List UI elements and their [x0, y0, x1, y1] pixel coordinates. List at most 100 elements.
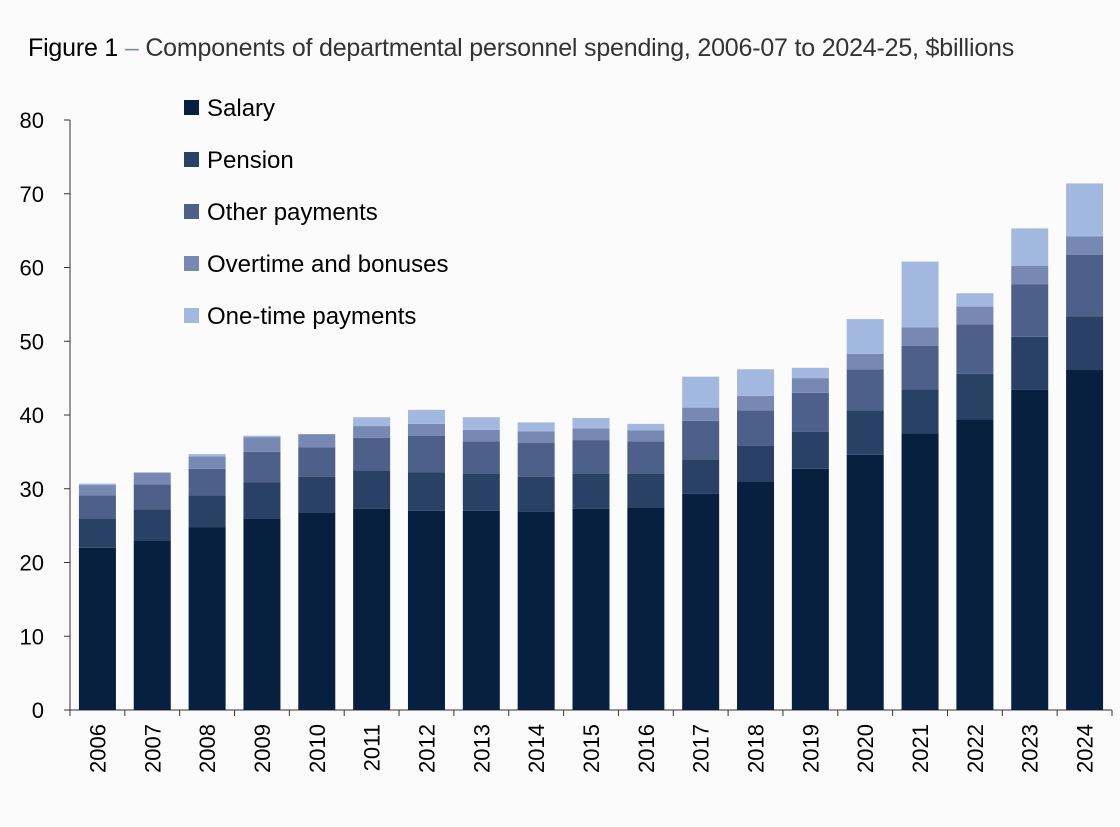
bar-segment-pension	[1011, 336, 1049, 390]
bar-segment-pension	[78, 518, 116, 548]
bar-segment-other-payments	[517, 443, 555, 477]
bar-segment-salary	[517, 511, 555, 710]
bar-segment-overtime-and-bonuses	[956, 306, 994, 325]
bar-segment-overtime-and-bonuses	[791, 378, 829, 393]
bar-stack-2006	[78, 483, 116, 710]
x-tick-label: 2015	[579, 724, 604, 773]
x-tick-label: 2020	[853, 724, 878, 773]
bar-segment-overtime-and-bonuses	[353, 426, 391, 438]
bar-segment-salary	[462, 510, 500, 710]
bar-segment-one-time-payments	[682, 376, 720, 408]
bar-stack-2017	[682, 376, 720, 710]
bar-segment-one-time-payments	[791, 367, 829, 379]
y-axis: 0 10 20 30 40 50 60 70 80	[20, 108, 71, 723]
bar-stack-2015	[572, 417, 610, 710]
y-tick-label: 70	[20, 182, 44, 207]
bar-segment-overtime-and-bonuses	[572, 428, 610, 441]
bar-segment-other-payments	[572, 440, 610, 474]
bar-segment-one-time-payments	[78, 483, 116, 486]
bar-segment-overtime-and-bonuses	[78, 485, 116, 496]
legend-label: One-time payments	[207, 303, 416, 330]
x-tick-label: 2012	[414, 724, 439, 773]
bar-segment-other-payments	[737, 410, 775, 446]
bar-stack-2018	[737, 369, 775, 710]
bar-segment-one-time-payments	[462, 417, 500, 430]
legend-swatch	[184, 256, 199, 271]
bar-segment-pension	[298, 476, 336, 513]
x-tick-label: 2018	[744, 724, 769, 773]
bar-segment-pension	[737, 445, 775, 482]
bar-segment-salary	[353, 508, 391, 710]
x-tick-label: 2019	[798, 724, 823, 773]
bar-segment-pension	[243, 482, 281, 519]
bar-segment-one-time-payments	[1011, 228, 1049, 267]
bar-segment-pension	[572, 474, 610, 509]
bar-segment-pension	[1066, 316, 1104, 371]
bar-segment-other-payments	[627, 441, 665, 474]
bar-segment-overtime-and-bonuses	[1066, 236, 1104, 255]
bar-segment-one-time-payments	[407, 409, 445, 424]
bar-segment-other-payments	[1066, 254, 1104, 317]
bar-stack-2022	[956, 293, 994, 710]
bar-segment-pension	[462, 474, 500, 511]
bar-segment-one-time-payments	[572, 417, 610, 429]
bar-segment-salary	[956, 419, 994, 710]
bar-stack-2020	[846, 319, 884, 710]
bars	[78, 183, 1104, 710]
bar-segment-pension	[188, 495, 226, 528]
bar-segment-one-time-payments	[243, 435, 281, 438]
legend-swatch	[184, 308, 199, 323]
bar-segment-one-time-payments	[188, 454, 226, 457]
bar-stack-2011	[353, 417, 391, 710]
bar-segment-overtime-and-bonuses	[517, 431, 555, 444]
bar-segment-salary	[407, 510, 445, 710]
bar-segment-other-payments	[901, 345, 939, 390]
bar-segment-one-time-payments	[956, 293, 994, 307]
bar-segment-pension	[517, 476, 555, 512]
bar-segment-pension	[353, 470, 391, 509]
bar-segment-one-time-payments	[1066, 183, 1104, 237]
title-text: Components of departmental personnel spe…	[145, 34, 1015, 62]
bar-segment-salary	[1011, 389, 1049, 710]
bar-segment-overtime-and-bonuses	[901, 327, 939, 346]
bar-segment-salary	[682, 493, 720, 710]
bar-segment-other-payments	[243, 451, 281, 483]
bar-segment-pension	[956, 373, 994, 420]
bar-segment-pension	[682, 459, 720, 494]
title-dash: –	[118, 34, 146, 62]
y-tick-label: 60	[20, 256, 44, 281]
bar-segment-overtime-and-bonuses	[1011, 266, 1049, 285]
x-tick-label: 2011	[360, 724, 385, 771]
legend-label: Pension	[207, 147, 294, 174]
legend-swatch	[184, 204, 199, 219]
bar-segment-other-payments	[956, 324, 994, 374]
bar-segment-salary	[78, 547, 116, 710]
bar-segment-salary	[901, 433, 939, 710]
x-tick-label: 2007	[140, 724, 165, 773]
bar-segment-pension	[846, 410, 884, 455]
y-tick-label: 40	[20, 403, 44, 428]
legend-swatch	[184, 152, 199, 167]
bar-segment-overtime-and-bonuses	[682, 407, 720, 421]
bar-segment-salary	[298, 512, 336, 710]
bar-segment-salary	[1066, 370, 1104, 710]
bar-segment-other-payments	[407, 435, 445, 473]
bar-stack-2009	[243, 435, 281, 710]
bar-segment-pension	[133, 509, 171, 541]
x-tick-label: 2014	[524, 724, 549, 773]
legend-label: Salary	[207, 95, 275, 122]
bar-segment-salary	[243, 518, 281, 710]
x-tick-label: 2022	[963, 724, 988, 773]
bar-segment-salary	[846, 454, 884, 710]
legend-label: Overtime and bonuses	[207, 251, 448, 278]
bar-segment-one-time-payments	[353, 417, 391, 427]
bar-segment-salary	[627, 507, 665, 710]
bar-segment-pension	[901, 389, 939, 434]
y-tick-label: 30	[20, 477, 44, 502]
bar-segment-overtime-and-bonuses	[737, 395, 775, 411]
bar-segment-other-payments	[353, 437, 391, 471]
legend-swatch	[184, 100, 199, 115]
x-tick-label: 2023	[1018, 724, 1043, 773]
bar-segment-other-payments	[188, 468, 226, 496]
